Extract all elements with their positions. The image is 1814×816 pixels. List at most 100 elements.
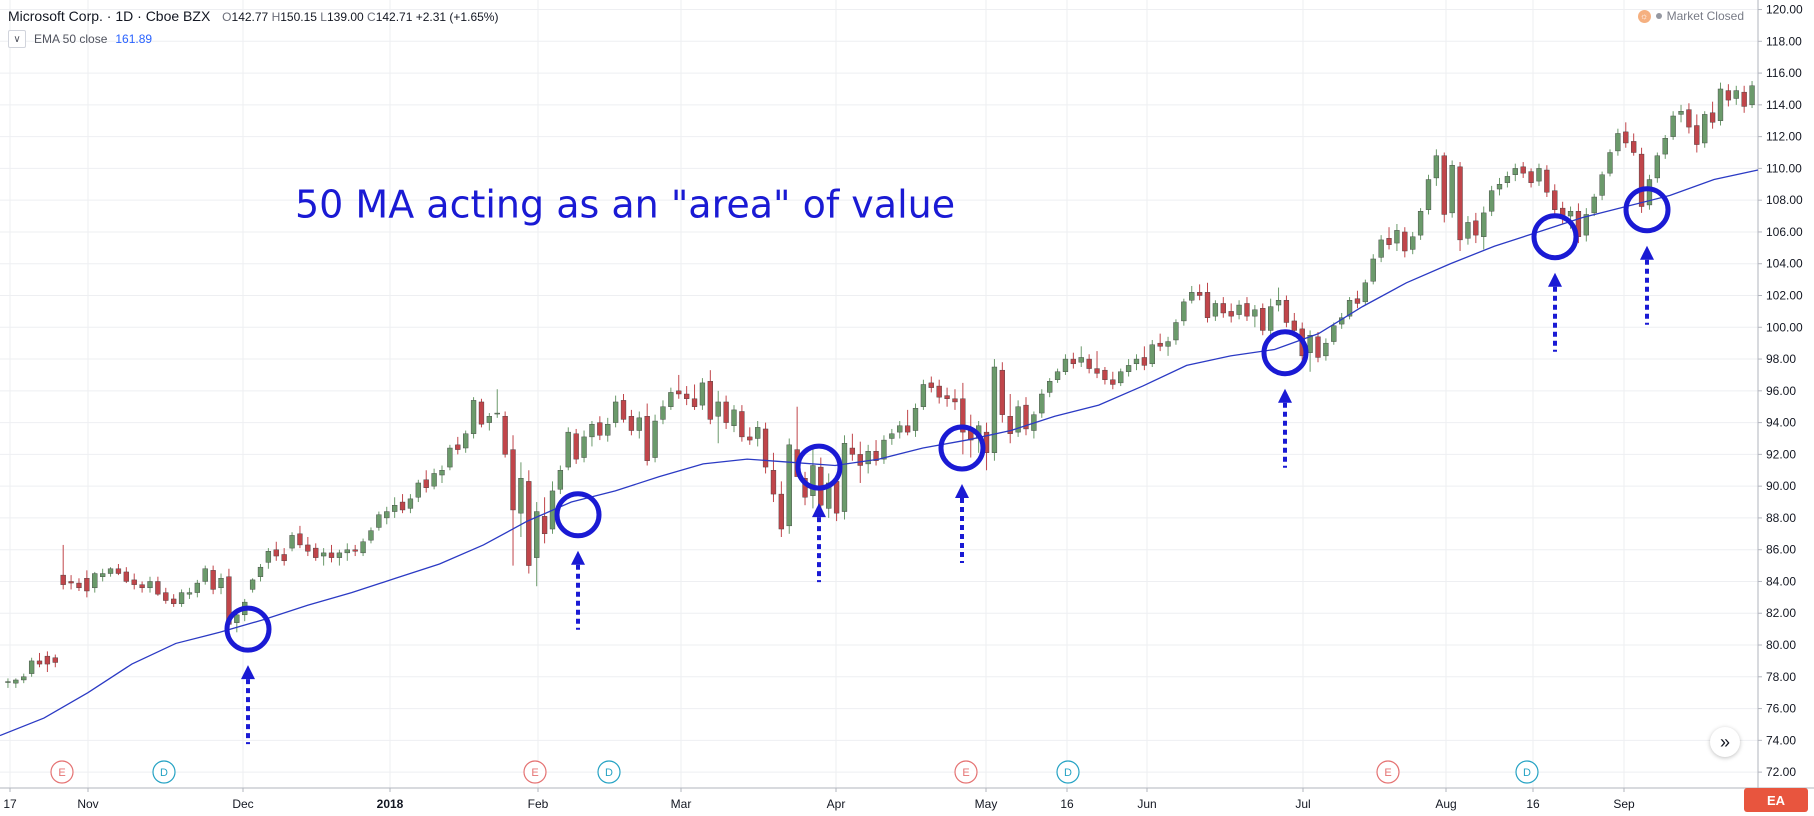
candle-body [1125,365,1132,372]
candle-body [123,571,129,582]
candle-body [1370,258,1376,282]
y-tick-label: 110.00 [1766,161,1802,175]
x-tick-label: Nov [77,797,98,811]
candle-body [573,433,579,460]
candle-body [1709,112,1716,123]
candle-body [265,551,272,563]
candle-body [1323,342,1329,357]
candle-body [305,544,311,552]
y-tick-label: 100.00 [1766,320,1803,334]
y-tick-label: 78.00 [1766,670,1796,684]
close-label: C [367,10,376,24]
candle-body [1496,184,1503,190]
candle-body [1283,300,1290,323]
candle-body [194,582,200,593]
candle-body [273,549,279,557]
candle-body [1315,336,1321,358]
event-label: E [58,767,65,779]
candle-body [802,478,808,498]
candle-body [1007,416,1013,434]
candle-body [1662,138,1668,155]
candle-body [352,549,358,552]
candle-body [455,444,461,450]
candle-body [368,530,374,541]
candle-body [1441,155,1447,215]
arrow-head [241,665,255,680]
candle-body [999,369,1005,415]
y-tick-label: 120.00 [1766,3,1803,17]
candle-body [1425,179,1432,210]
low-label: L [320,10,327,24]
candle-body [384,511,390,519]
y-tick-label: 104.00 [1766,257,1803,271]
earnings-event-marker [954,760,978,784]
symbol-title[interactable]: Microsoft Corp. · 1D · Cboe BZX [8,8,211,24]
candle-body [21,676,27,681]
candle-body [1102,369,1108,380]
chevron-down-icon[interactable]: ∨ [8,30,26,48]
candle-body [1204,292,1211,318]
candle-body [392,505,398,512]
x-tick-label: Aug [1435,797,1456,811]
candle-body [762,428,769,468]
candle-body [1023,404,1029,430]
candle-body [36,660,43,665]
open-value: 142.77 [231,10,269,24]
low-value: 139.00 [326,10,364,24]
candle-body [5,681,11,683]
sun-icon: ☼ [1637,9,1651,23]
indicator-label[interactable]: EMA 50 close [34,32,108,46]
earnings-event-marker [50,760,74,784]
candle-body [1196,292,1203,296]
candle-body [1654,155,1660,179]
candle-body [139,584,145,589]
y-tick-label: 88.00 [1766,511,1796,525]
candle-body [810,465,816,496]
event-label: E [531,767,538,779]
candle-body [770,470,777,495]
candle-body [920,384,927,407]
double-chevron-right-icon[interactable]: » [1710,727,1740,757]
highlight-circle [795,443,843,491]
candle-body [1583,214,1589,236]
x-tick-label: Feb [528,797,549,811]
candle-body [1118,371,1124,384]
candle-body [865,450,871,465]
candle-body [739,411,745,438]
open-label: O [222,10,232,24]
high-label: H [271,10,281,24]
candle-body [249,579,256,590]
candle-body [1054,371,1061,380]
dividend-event-marker [152,760,176,784]
candle-body [904,425,911,433]
dividend-event-marker [1515,760,1539,784]
candle-body [68,581,74,584]
candle-body [1094,368,1100,374]
candle-body [494,412,500,415]
candle-body [1670,115,1676,137]
highlight-circle [938,424,986,472]
candle-body [478,401,485,425]
candle-body [313,547,319,558]
candle-body [1078,357,1084,363]
x-tick-label: Jun [1137,797,1156,811]
candle-body [1354,298,1361,304]
x-tick-label: 16 [1526,797,1540,811]
candle-body [1591,196,1597,214]
candle-body [320,552,327,557]
indicator-legend: ∨ EMA 50 close 161.89 [8,30,152,48]
x-tick-label: Sep [1613,797,1635,811]
candle-body [1449,165,1455,214]
highlight-circle [1531,213,1579,261]
candle-body [1678,111,1684,115]
candle-body [1047,381,1053,393]
arrow-head [1548,272,1562,287]
candle-body [605,423,611,436]
candle-body [163,592,169,601]
candle-body [944,395,950,399]
candle-body [1291,320,1297,331]
y-tick-label: 94.00 [1766,416,1796,430]
x-tick-label: 2018 [377,797,404,811]
y-tick-label: 74.00 [1766,733,1796,747]
